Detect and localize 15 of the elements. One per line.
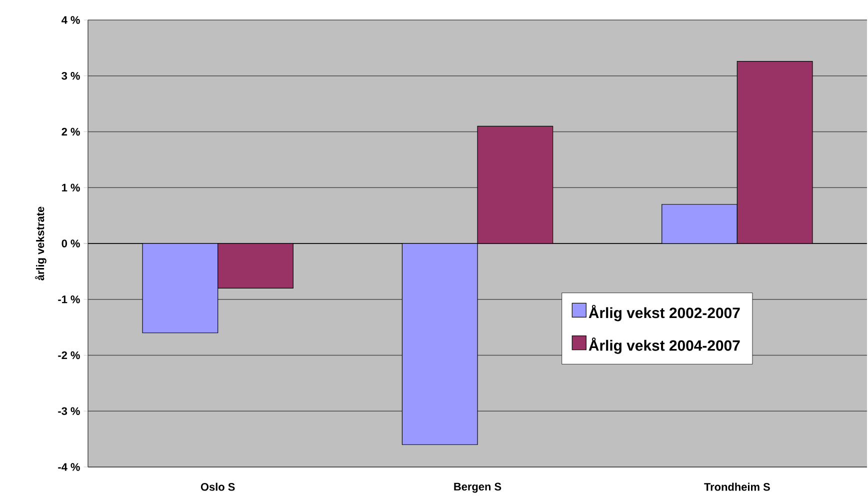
legend-label: Årlig vekst 2002-2007 [588, 304, 740, 322]
x-tick-label: Oslo S [200, 482, 235, 491]
y-tick-label: 0 % [62, 240, 80, 248]
y-tick-label: -2 % [58, 351, 80, 360]
x-tick-label: Trondheim S [704, 482, 770, 491]
y-tick-label: 4 % [62, 16, 80, 24]
y-tick-label: -4 % [58, 463, 80, 471]
y-tick-label: 3 % [62, 72, 80, 80]
y-tick-label: -1 % [58, 296, 80, 304]
y-tick-label: 2 % [62, 128, 80, 136]
y-tick-label: -3 % [58, 407, 80, 415]
y-tick-label: 1 % [62, 184, 80, 192]
legend-label: Årlig vekst 2004-2007 [588, 338, 740, 354]
x-tick-label: Bergen S [454, 482, 502, 493]
y-axis-title: årlig vekstrate [35, 206, 46, 280]
